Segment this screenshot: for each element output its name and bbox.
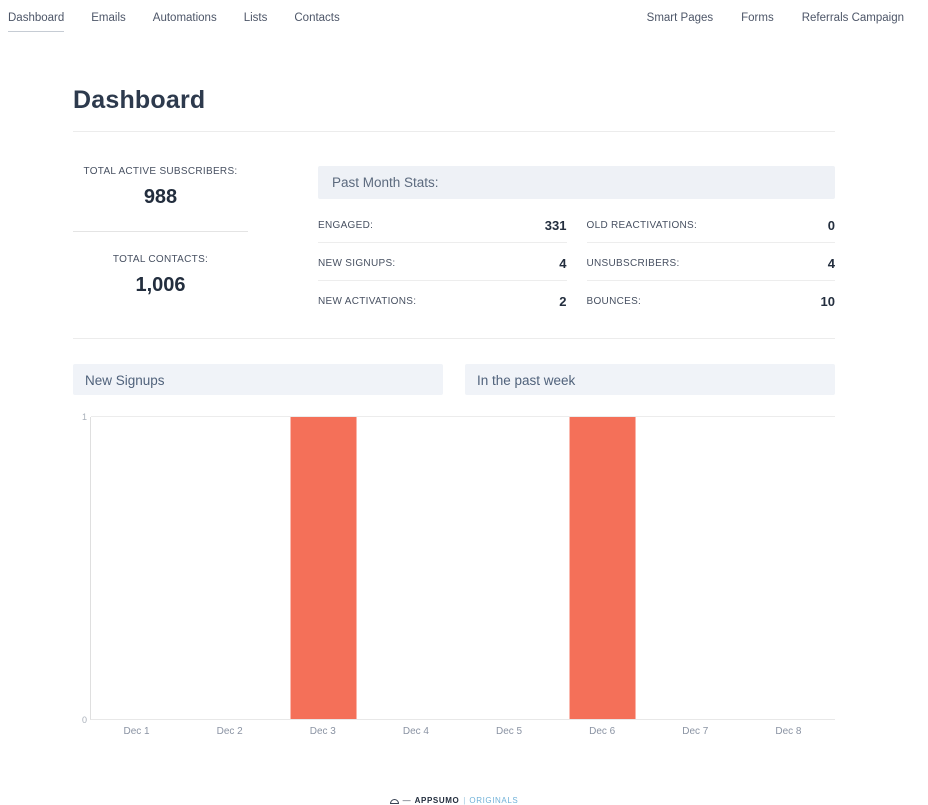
stat-value: 10 — [820, 294, 835, 309]
x-axis-label-dec-3: Dec 3 — [309, 726, 336, 737]
nav-item-label: Dashboard — [8, 12, 65, 24]
x-axis-label-dec-5: Dec 5 — [496, 726, 523, 737]
x-axis-label-dec-7: Dec 7 — [682, 726, 709, 737]
x-axis-label-dec-6: Dec 6 — [589, 726, 616, 737]
past-month-stats-header: Past Month Stats: — [318, 166, 835, 199]
nav-item-dashboard[interactable]: Dashboard — [8, 12, 65, 32]
footer-brand: — APPSUMO | ORIGINALS — [73, 796, 835, 805]
nav-item-automations[interactable]: Automations — [153, 12, 217, 32]
bar-slot-dec-6 — [556, 417, 649, 719]
total-active-subscribers-value: 988 — [143, 186, 178, 208]
stat-row-unsubscribers: UNSUBSCRIBERS: 4 — [586, 243, 835, 281]
stat-value: 2 — [559, 294, 567, 309]
footer-dash: — — [402, 796, 411, 805]
nav-item-emails[interactable]: Emails — [91, 12, 126, 32]
footer-brand-name: APPSUMO — [414, 796, 460, 805]
footer-separator: | — [463, 796, 466, 805]
stat-label: UNSUBSCRIBERS: — [586, 258, 680, 269]
nav-item-label: Forms — [741, 12, 774, 24]
nav-right-group: Smart Pages Forms Referrals Campaign — [619, 12, 904, 31]
x-axis-label-dec-4: Dec 4 — [402, 726, 429, 737]
chart-subtitle-box: In the past week — [465, 364, 835, 395]
y-axis-tick-1: 1 — [81, 412, 87, 422]
past-month-stats-grid: ENGAGED: 331 NEW SIGNUPS: 4 NEW ACTIVATI… — [318, 205, 835, 318]
stat-label: NEW SIGNUPS: — [318, 258, 396, 269]
title-divider — [73, 131, 835, 132]
stat-label: OLD REACTIVATIONS: — [586, 220, 698, 231]
nav-item-smart-pages[interactable]: Smart Pages — [647, 12, 713, 31]
nav-item-lists[interactable]: Lists — [244, 12, 268, 32]
nav-item-referrals-campaign[interactable]: Referrals Campaign — [802, 12, 904, 31]
nav-item-label: Contacts — [294, 12, 340, 24]
subscriber-totals-panel: TOTAL ACTIVE SUBSCRIBERS: 988 TOTAL CONT… — [73, 166, 248, 318]
page-title: Dashboard — [73, 86, 206, 114]
bar[interactable] — [569, 417, 636, 719]
bar[interactable] — [290, 417, 357, 719]
top-navigation: Dashboard Emails Automations Lists Conta… — [0, 0, 928, 36]
stat-label: BOUNCES: — [586, 296, 642, 307]
chart-title-box: New Signups — [73, 364, 443, 395]
past-month-stats-panel: Past Month Stats: ENGAGED: 331 NEW SIGNU… — [318, 166, 835, 318]
bar-slot-dec-1 — [91, 417, 184, 719]
chart-plot-area — [90, 416, 835, 720]
gridline-top — [91, 416, 835, 417]
stat-label: NEW ACTIVATIONS: — [318, 296, 417, 307]
stat-value: 331 — [544, 218, 567, 233]
stat-row-new-activations: NEW ACTIVATIONS: 2 — [318, 281, 567, 318]
main-content: Dashboard TOTAL ACTIVE SUBSCRIBERS: 988 … — [73, 86, 835, 805]
stat-row-old-reactivations: OLD REACTIVATIONS: 0 — [586, 205, 835, 243]
taco-icon — [389, 799, 399, 804]
nav-left-group: Dashboard Emails Automations Lists Conta… — [8, 12, 367, 32]
total-contacts-value: 1,006 — [135, 274, 186, 296]
x-axis-label-dec-8: Dec 8 — [775, 726, 802, 737]
nav-item-label: Smart Pages — [646, 12, 714, 24]
bar-slot-dec-2 — [184, 417, 277, 719]
nav-item-forms[interactable]: Forms — [741, 12, 774, 31]
bar-slot-dec-5 — [463, 417, 556, 719]
bar-slot-dec-3 — [277, 417, 370, 719]
bar-slot-dec-4 — [370, 417, 463, 719]
bars-container — [91, 417, 835, 719]
stat-value: 4 — [827, 256, 835, 271]
stat-row-new-signups: NEW SIGNUPS: 4 — [318, 243, 567, 281]
nav-item-label: Lists — [243, 12, 268, 24]
x-axis-label-dec-2: Dec 2 — [216, 726, 243, 737]
stat-value: 4 — [559, 256, 567, 271]
chart-headers: New Signups In the past week — [73, 364, 835, 395]
nav-item-label: Automations — [152, 12, 217, 24]
total-contacts-label: TOTAL CONTACTS: — [112, 254, 209, 265]
y-axis-tick-0: 0 — [81, 715, 87, 725]
nav-item-label: Emails — [91, 12, 126, 24]
section-divider — [73, 338, 835, 339]
x-axis-label-dec-1: Dec 1 — [123, 726, 150, 737]
nav-item-contacts[interactable]: Contacts — [294, 12, 339, 32]
stat-row-bounces: BOUNCES: 10 — [587, 281, 836, 318]
bar-slot-dec-8 — [742, 417, 835, 719]
totals-divider — [73, 231, 248, 232]
footer-originals[interactable]: ORIGINALS — [469, 796, 519, 805]
stat-label: ENGAGED: — [318, 220, 374, 231]
stat-row-engaged: ENGAGED: 331 — [318, 205, 567, 243]
total-active-subscribers-label: TOTAL ACTIVE SUBSCRIBERS: — [83, 166, 238, 177]
stat-value: 0 — [827, 218, 835, 233]
x-axis-labels: Dec 1 Dec 2 Dec 3 Dec 4 Dec 5 Dec 6 Dec 7 Dec 8 — [90, 720, 835, 737]
nav-item-label: Referrals Campaign — [801, 12, 904, 24]
stats-section: TOTAL ACTIVE SUBSCRIBERS: 988 TOTAL CONT… — [73, 132, 835, 336]
bar-slot-dec-7 — [649, 417, 742, 719]
